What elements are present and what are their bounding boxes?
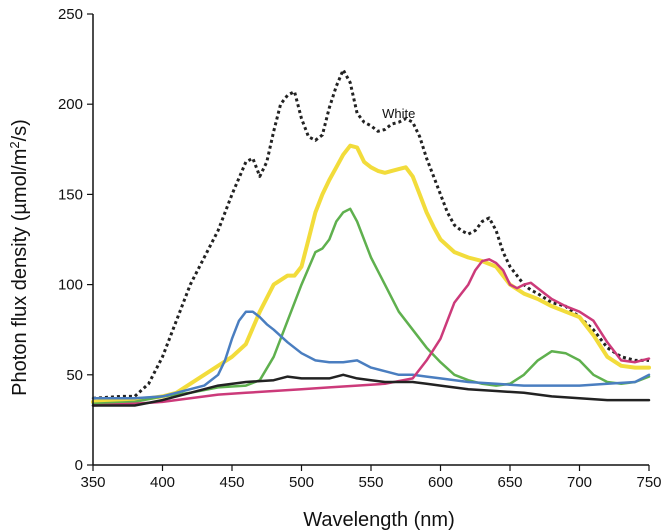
x-tick-label: 500 — [289, 474, 314, 491]
x-tick-label: 450 — [219, 474, 244, 491]
series-label-white: White — [382, 106, 415, 121]
x-tick-label: 400 — [150, 474, 175, 491]
y-tick-label: 200 — [58, 96, 83, 113]
x-tick-label: 750 — [636, 474, 661, 491]
labels-layer: Wavelength (nm) Photon flux density (µmo… — [7, 106, 455, 531]
y-axis-title-superscript: 2 — [7, 141, 22, 148]
y-tick-label: 250 — [58, 6, 83, 23]
x-axis-title: Wavelength (nm) — [303, 509, 455, 531]
y-tick-label: 100 — [58, 277, 83, 294]
y-axis-title-tail: /s) — [9, 119, 31, 141]
x-tick-label: 350 — [80, 474, 105, 491]
y-tick-label: 150 — [58, 186, 83, 203]
y-tick-label: 0 — [75, 457, 83, 474]
series-layer — [91, 68, 651, 407]
series-line-2 — [91, 207, 651, 405]
x-tick-label: 700 — [567, 474, 592, 491]
series-line-3 — [91, 310, 651, 400]
y-tick-label: 50 — [66, 367, 83, 384]
y-axis-title-main: Photon flux density (µmol/m — [9, 149, 31, 396]
series-line-1 — [91, 143, 651, 404]
x-tick-label: 600 — [428, 474, 453, 491]
y-axis-title: Photon flux density (µmol/m2/s) — [7, 119, 32, 396]
x-tick-label: 650 — [497, 474, 522, 491]
series-line-4 — [91, 258, 651, 407]
series-line-white — [92, 68, 649, 400]
ticks-layer: 350 400 450 500 550 600 650 700 750 0 50 100 150 200 2… — [58, 6, 662, 491]
x-tick-label: 550 — [358, 474, 383, 491]
series-line-5 — [91, 373, 651, 407]
